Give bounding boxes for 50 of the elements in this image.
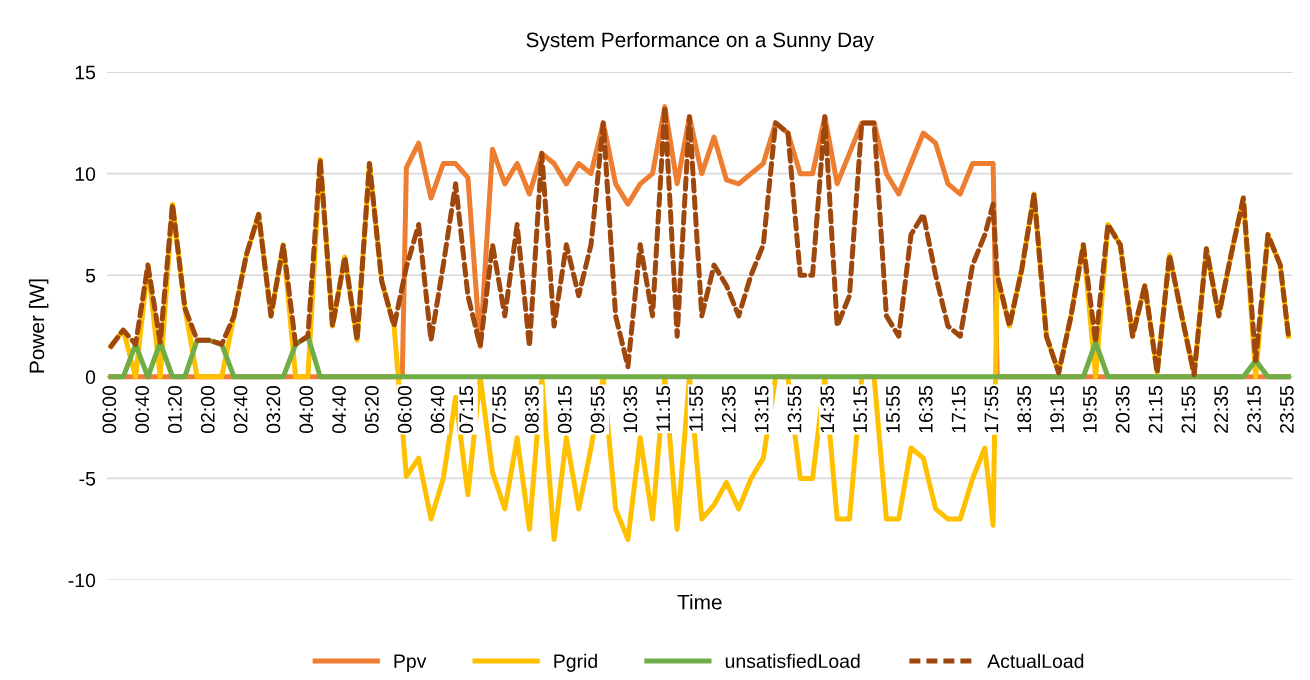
x-tick-label: 22:35: [1214, 386, 1229, 433]
legend-label: ActualLoad: [987, 653, 1084, 669]
x-axis-title: Time: [677, 594, 722, 610]
legend-label: Pgrid: [554, 653, 597, 672]
x-tick-label: 04:40: [332, 385, 346, 434]
x-tick-label: 13:55: [787, 386, 802, 433]
x-tick-label: 04:00: [299, 385, 314, 434]
x-tick-label: 14:35: [820, 386, 835, 433]
y-tick-label: 15: [75, 65, 96, 80]
x-tick-label: 13:15: [754, 386, 769, 433]
x-tick-label: 15:15: [853, 386, 867, 433]
x-tick-label: 12:35: [721, 386, 736, 433]
x-tick-label: 00:00: [102, 385, 117, 434]
x-tick-label: 15:55: [886, 386, 900, 433]
x-tick-label: 11:55: [689, 386, 703, 431]
chart-title: System Performance on a Sunny Day: [526, 32, 875, 52]
y-tick-label: 0: [85, 370, 96, 385]
x-tick-label: 19:55: [1083, 386, 1097, 433]
y-tick-label: -5: [79, 472, 96, 486]
x-tick-label: 01:20: [168, 385, 182, 434]
x-tick-label: 03:20: [266, 385, 281, 434]
x-tick-label: 07:15: [459, 386, 474, 434]
x-tick-label: 05:20: [364, 385, 379, 434]
legend-label: unsatisfiedLoad: [725, 653, 860, 669]
x-tick-label: 08:35: [524, 386, 539, 434]
x-tick-label: 16:35: [918, 386, 933, 433]
y-tick-label: 5: [85, 268, 96, 283]
x-tick-label: 18:35: [1017, 386, 1032, 433]
x-tick-label: 09:15: [557, 386, 572, 434]
x-tick-label: 10:35: [623, 386, 638, 433]
y-tick-label: 10: [75, 167, 96, 181]
x-tick-label: 06:40: [430, 385, 445, 434]
x-tick-label: 21:15: [1148, 386, 1163, 433]
x-tick-label: 11:15: [656, 386, 671, 431]
x-tick-label: 00:40: [135, 385, 150, 434]
x-tick-label: 06:00: [397, 385, 412, 434]
x-tick-label: 19:15: [1050, 386, 1064, 433]
x-tick-label: 09:55: [590, 386, 605, 434]
legend-label: Ppv: [394, 654, 427, 672]
x-tick-label: 17:15: [951, 386, 966, 433]
x-tick-label: 21:55: [1181, 386, 1196, 433]
x-tick-label: 07:55: [492, 386, 506, 434]
y-axis-title: Power [W]: [28, 279, 49, 373]
x-tick-label: 20:35: [1115, 386, 1130, 433]
y-tick-label: -10: [68, 573, 96, 588]
x-tick-label: 02:40: [233, 385, 248, 434]
x-tick-label: 17:55: [984, 386, 999, 433]
x-tick-label: 02:00: [200, 385, 215, 434]
x-tick-label: 23:15: [1247, 386, 1261, 433]
x-tick-label: 23:55: [1279, 386, 1294, 433]
